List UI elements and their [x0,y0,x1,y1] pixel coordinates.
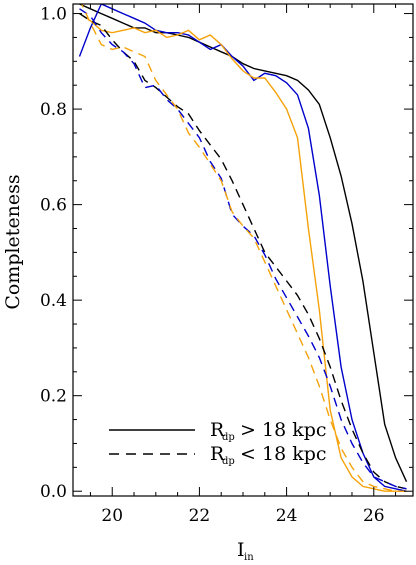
y-tick-label: 0.2 [40,387,67,407]
series-line-5-dashed [79,8,407,490]
y-tick-label: 0.8 [40,100,67,120]
legend-label-dashed-sub: dp [222,456,235,467]
series-line-4-dashed [79,13,407,490]
x-tick-label: 26 [363,506,385,526]
x-tick-label: 20 [101,506,123,526]
y-tick-label: 0.4 [40,291,67,311]
series-line-6-dashed [80,4,407,492]
series-line-2-solid [78,4,407,492]
x-axis-title: I in [237,539,254,563]
y-tick-label: 1.0 [40,5,67,25]
legend-label-solid-sub: dp [222,432,235,443]
series-layer [78,4,408,492]
axes-layer: 20 22 24 26 0.0 0.2 0.4 0.6 0.8 1.0 [40,3,414,526]
x-tick-label: 22 [189,506,211,526]
legend: R dp > 18 kpc R dp < 18 kpc [109,419,327,467]
x-tick-label: 24 [276,506,298,526]
series-line-1-solid [79,4,408,482]
legend-label-solid-suffix: > 18 kpc [234,419,327,441]
x-axis-title-sub: in [244,552,254,563]
y-tick-label: 0.0 [40,482,67,502]
series-line-3-solid [79,13,407,492]
legend-label-solid-prefix: R [210,419,225,441]
y-axis-title: Completeness [2,174,24,309]
x-axis-title-main: I [237,539,245,561]
y-tick-label: 0.6 [40,196,67,216]
legend-label-dashed-suffix: < 18 kpc [234,443,327,465]
legend-label-dashed-prefix: R [210,443,225,465]
